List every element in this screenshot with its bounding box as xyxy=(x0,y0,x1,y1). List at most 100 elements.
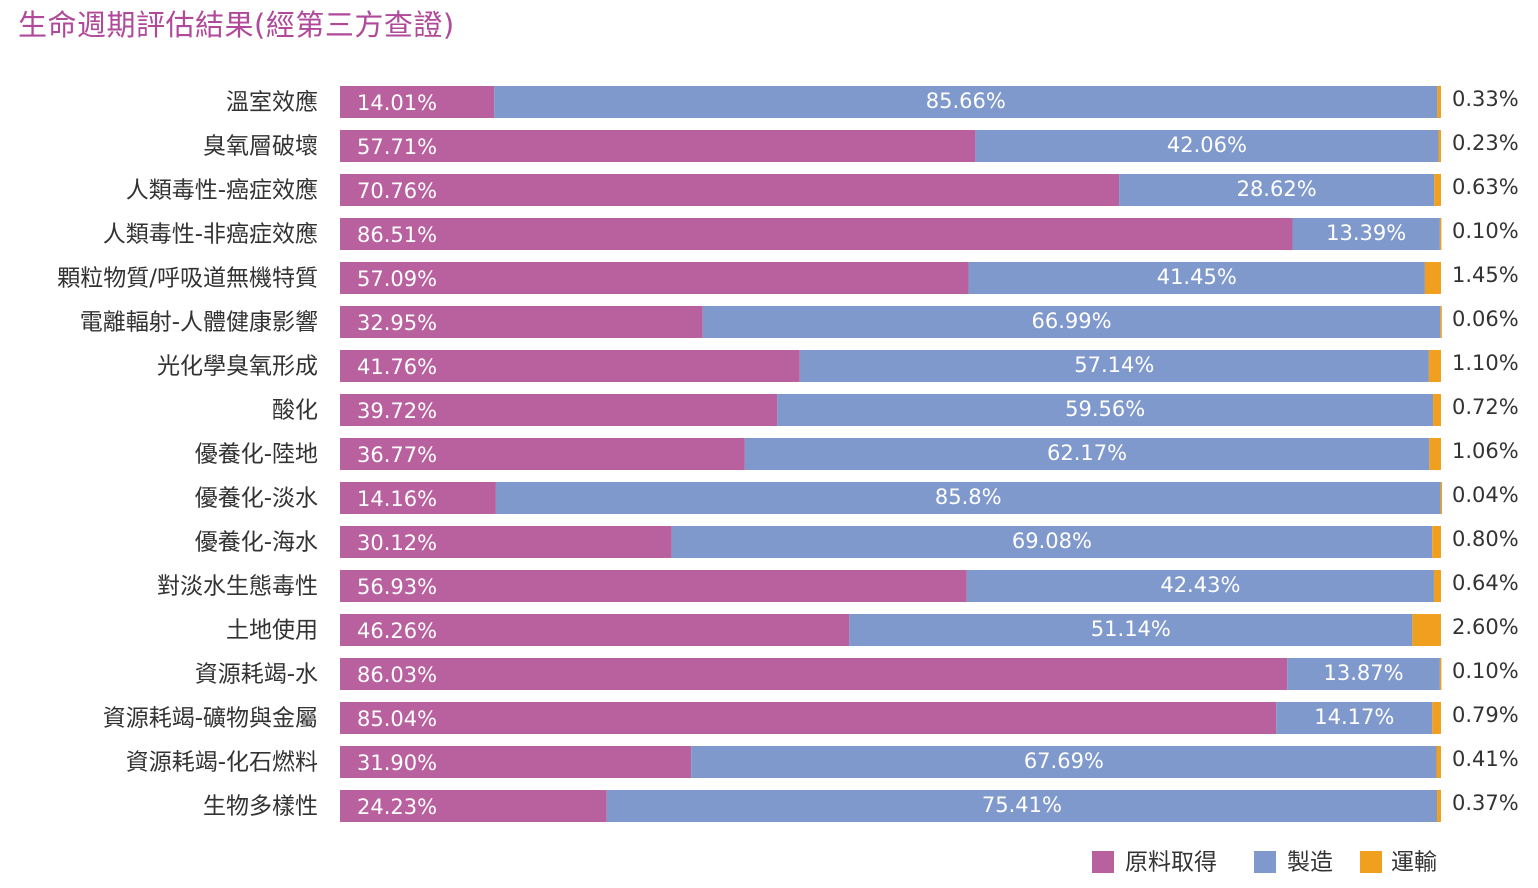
category-label: 人類毒性-癌症效應 xyxy=(126,178,318,204)
data-label-transport: 0.63% xyxy=(1452,175,1519,199)
bar-segment-transport xyxy=(1432,526,1441,558)
bar-segment-transport xyxy=(1428,350,1441,382)
data-label-manufacturing: 75.41% xyxy=(982,793,1062,817)
bar-segment-manufacturing xyxy=(1119,174,1435,206)
data-label-manufacturing: 85.66% xyxy=(926,89,1006,113)
bar-segment-manufacturing xyxy=(968,262,1425,294)
bar-segment-raw-material xyxy=(340,306,703,338)
data-label-transport: 0.80% xyxy=(1452,527,1519,551)
data-label-manufacturing: 59.56% xyxy=(1065,397,1145,421)
data-label-manufacturing: 51.14% xyxy=(1091,617,1171,641)
bar-segment-raw-material xyxy=(340,130,976,162)
bar-segment-manufacturing xyxy=(495,482,1441,514)
bar-segment-transport xyxy=(1437,790,1441,822)
data-label-manufacturing: 13.39% xyxy=(1326,221,1406,245)
bar-segment-raw-material xyxy=(340,746,692,778)
data-label-raw-material: 46.26% xyxy=(357,619,437,643)
data-label-manufacturing: 28.62% xyxy=(1237,177,1317,201)
bar-segment-raw-material xyxy=(340,262,969,294)
bar-segment-transport xyxy=(1433,394,1441,426)
category-label: 光化學臭氧形成 xyxy=(157,354,318,380)
category-label: 溫室效應 xyxy=(226,90,318,116)
bar-segment-raw-material xyxy=(340,174,1120,206)
bar-segment-raw-material xyxy=(340,350,800,382)
data-label-manufacturing: 41.45% xyxy=(1157,265,1237,289)
data-label-raw-material: 70.76% xyxy=(357,179,437,203)
data-label-manufacturing: 42.06% xyxy=(1167,133,1247,157)
bar-segment-manufacturing xyxy=(799,350,1429,382)
category-label: 資源耗竭-礦物與金屬 xyxy=(103,706,318,732)
data-label-raw-material: 32.95% xyxy=(357,311,437,335)
data-label-transport: 1.06% xyxy=(1452,439,1519,463)
legend-label: 運輸 xyxy=(1391,850,1437,876)
category-label: 臭氧層破壞 xyxy=(203,134,318,160)
bar-segment-manufacturing xyxy=(966,570,1434,602)
data-label-raw-material: 39.72% xyxy=(357,399,437,423)
bar-segment-raw-material xyxy=(340,86,495,118)
bar-segment-transport xyxy=(1439,218,1442,250)
data-label-raw-material: 57.71% xyxy=(357,135,437,159)
legend-label: 製造 xyxy=(1287,850,1333,876)
bar-segment-raw-material xyxy=(340,614,850,646)
bar-segment-transport xyxy=(1432,702,1441,734)
bar-segment-transport xyxy=(1412,614,1441,646)
data-label-manufacturing: 85.8% xyxy=(935,485,1002,509)
bar-segment-manufacturing xyxy=(1292,218,1440,250)
data-label-raw-material: 31.90% xyxy=(357,751,437,775)
data-label-manufacturing: 42.43% xyxy=(1160,573,1240,597)
data-label-transport: 0.04% xyxy=(1452,483,1519,507)
bar-segment-raw-material xyxy=(340,438,745,470)
bar-segment-raw-material xyxy=(340,658,1288,690)
category-label: 電離輻射-人體健康影響 xyxy=(80,310,318,336)
category-label: 優養化-海水 xyxy=(195,530,318,556)
category-label: 對淡水生態毒性 xyxy=(157,574,318,600)
data-label-transport: 1.10% xyxy=(1452,351,1519,375)
data-label-transport: 0.72% xyxy=(1452,395,1519,419)
data-label-manufacturing: 62.17% xyxy=(1047,441,1127,465)
bar-segment-raw-material xyxy=(340,482,496,514)
bar-segment-manufacturing xyxy=(691,746,1437,778)
bar-segment-manufacturing xyxy=(671,526,1433,558)
bar-segment-manufacturing xyxy=(1287,658,1440,690)
data-label-manufacturing: 57.14% xyxy=(1074,353,1154,377)
data-label-transport: 0.41% xyxy=(1452,747,1519,771)
data-label-manufacturing: 69.08% xyxy=(1012,529,1092,553)
data-label-raw-material: 14.01% xyxy=(357,91,437,115)
data-label-raw-material: 56.93% xyxy=(357,575,437,599)
bar-segment-transport xyxy=(1434,174,1441,206)
bar-segment-manufacturing xyxy=(1276,702,1433,734)
data-label-raw-material: 85.04% xyxy=(357,707,437,731)
bar-segment-raw-material xyxy=(340,790,607,822)
data-label-transport: 0.10% xyxy=(1452,219,1519,243)
bar-segment-raw-material xyxy=(340,570,967,602)
data-label-manufacturing: 13.87% xyxy=(1324,661,1404,685)
bar-segment-transport xyxy=(1440,482,1443,514)
data-label-transport: 0.33% xyxy=(1452,87,1519,111)
bar-segment-transport xyxy=(1424,262,1441,294)
legend-swatch xyxy=(1360,851,1382,873)
bar-segment-raw-material xyxy=(340,702,1277,734)
category-label: 生物多樣性 xyxy=(203,794,318,820)
category-label: 優養化-陸地 xyxy=(195,442,318,468)
data-label-raw-material: 14.16% xyxy=(357,487,437,511)
data-label-raw-material: 30.12% xyxy=(357,531,437,555)
data-label-raw-material: 36.77% xyxy=(357,443,437,467)
category-label: 資源耗竭-化石燃料 xyxy=(126,750,318,776)
bar-segment-transport xyxy=(1429,438,1441,470)
category-label: 人類毒性-非癌症效應 xyxy=(103,222,318,248)
category-label: 資源耗竭-水 xyxy=(195,662,318,688)
data-label-manufacturing: 67.69% xyxy=(1024,749,1104,773)
bar-segment-transport xyxy=(1433,570,1441,602)
data-label-transport: 2.60% xyxy=(1452,615,1519,639)
bar-segment-raw-material xyxy=(340,394,778,426)
category-label: 土地使用 xyxy=(226,618,318,644)
data-label-manufacturing: 66.99% xyxy=(1032,309,1112,333)
data-label-transport: 0.79% xyxy=(1452,703,1519,727)
data-label-transport: 0.23% xyxy=(1452,131,1519,155)
bar-segment-manufacturing xyxy=(975,130,1439,162)
bar-segment-transport xyxy=(1438,130,1441,162)
data-label-transport: 0.37% xyxy=(1452,791,1519,815)
data-label-manufacturing: 14.17% xyxy=(1314,705,1394,729)
bar-segment-raw-material xyxy=(340,218,1293,250)
